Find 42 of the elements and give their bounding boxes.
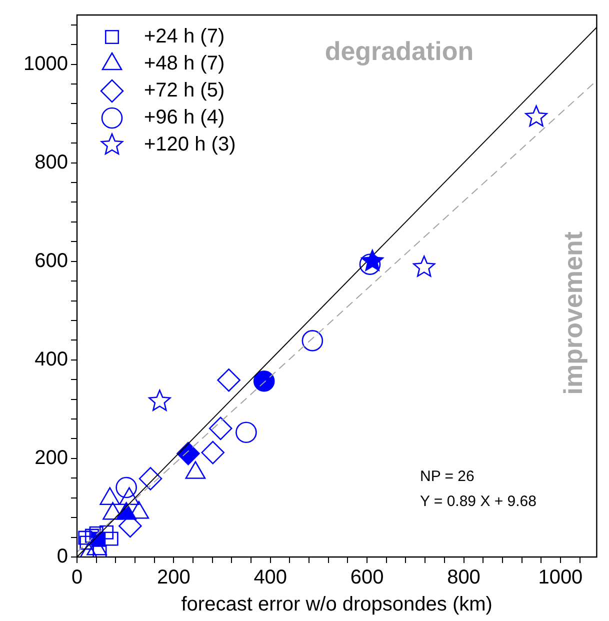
annotation: NP = 26 (420, 468, 474, 486)
point (99, 525, 114, 540)
x-tick-label: 200 (157, 566, 190, 589)
annotation: improvement (558, 231, 588, 395)
y-tick-label: 600 (34, 250, 68, 272)
y-tick-label: 800 (34, 151, 68, 174)
x-tick-label: 600 (350, 566, 384, 589)
point (89, 526, 104, 540)
point (78, 530, 92, 545)
legend-label: +120 h (3) (144, 134, 236, 156)
point (253, 370, 275, 392)
legend-label: +48 h (7) (144, 52, 225, 75)
annotation: degradation (324, 36, 474, 66)
y-tick-label: 0 (56, 546, 68, 568)
point (413, 256, 436, 277)
annotation: Y = 0.89 X + 9.68 (420, 493, 536, 510)
point (208, 416, 232, 440)
point (302, 330, 324, 352)
point (217, 368, 240, 392)
point (359, 254, 381, 275)
point (236, 422, 257, 443)
point (116, 476, 137, 498)
y-tick-label: 400 (34, 348, 68, 370)
point (201, 440, 224, 464)
y-tick-label: 1000 (24, 52, 68, 75)
point (148, 390, 171, 411)
x-tick-label: 1000 (538, 566, 583, 589)
point (80, 536, 94, 550)
point (525, 105, 548, 127)
point (84, 528, 99, 543)
x-axis-title: forecast error w/o dropsondes (km) (181, 594, 492, 616)
point (138, 467, 162, 490)
legend-label: +72 h (5) (144, 80, 225, 102)
x-tick-label: 800 (447, 566, 480, 589)
legend-label: +24 h (7) (144, 26, 225, 48)
x-tick-label: 400 (254, 566, 288, 589)
point (92, 546, 107, 557)
point (104, 532, 118, 546)
legend-label: +96 h (4) (144, 106, 225, 129)
point (361, 250, 384, 271)
y-tick-label: 200 (34, 446, 68, 469)
x-tick-label: 0 (71, 566, 83, 589)
